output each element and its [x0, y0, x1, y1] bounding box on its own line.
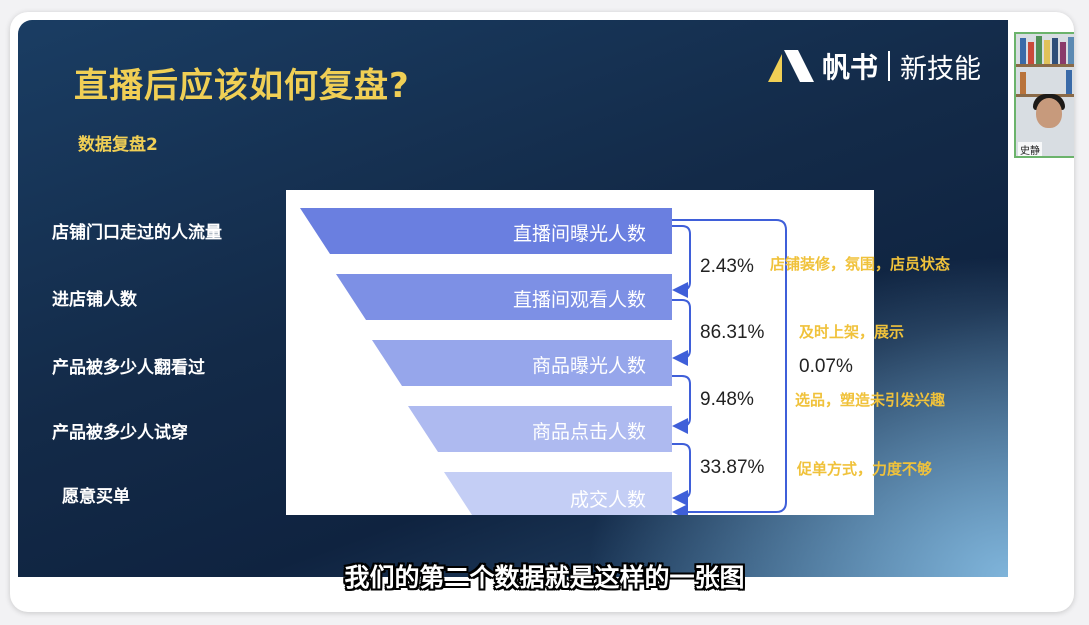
brand-name: 帆书: [822, 51, 879, 84]
conversion-rate: 2.43%: [700, 256, 754, 277]
funnel-stage-3: [372, 340, 672, 386]
conversion-arrow: [672, 225, 691, 298]
funnel-stage-2: [336, 274, 672, 320]
left-label: 产品被多少人翻看过: [52, 358, 205, 378]
annotation: 促单方式，力度不够: [797, 460, 933, 478]
annotation: 店铺装修，氛围，店员状态: [770, 255, 951, 273]
slide-subtitle: 数据复盘2: [78, 135, 158, 155]
conversion-arrow: [672, 375, 691, 434]
funnel-panel: 直播间曝光人数 直播间观看人数 商品曝光人数 商品点击人数 成交人数: [286, 190, 874, 515]
slide-title: 直播后应该如何复盘?: [74, 66, 410, 106]
overall-conversion-rate: 0.07%: [799, 356, 853, 377]
fanshu-logo-icon: [768, 50, 814, 82]
screen-frame: 直播后应该如何复盘? 数据复盘2 帆书 新技能 店铺门口走过的人流量 进店铺人数…: [10, 12, 1074, 612]
presentation-slide: 直播后应该如何复盘? 数据复盘2 帆书 新技能 店铺门口走过的人流量 进店铺人数…: [18, 20, 1008, 577]
left-label: 愿意买单: [62, 487, 130, 507]
annotation: 选品，塑造未引发兴趣: [795, 391, 946, 409]
brand-divider: [888, 51, 891, 81]
funnel-stage-label: 直播间曝光人数: [513, 223, 646, 245]
funnel-stage-label: 直播间观看人数: [513, 289, 646, 311]
funnel-stage-label: 商品点击人数: [532, 421, 646, 443]
conversion-rate: 33.87%: [700, 457, 765, 478]
annotation: 及时上架，展示: [799, 323, 905, 341]
funnel-stage-1: [300, 208, 672, 254]
funnel-stage-label: 成交人数: [570, 489, 646, 511]
brand-logo: 帆书 新技能: [768, 46, 981, 86]
brand-subtitle: 新技能: [900, 53, 982, 85]
participant-avatar: [1036, 98, 1062, 128]
conversion-rate: 9.48%: [700, 389, 754, 410]
left-label: 店铺门口走过的人流量: [52, 223, 222, 243]
subtitle-caption: 我们的第二个数据就是这样的一张图: [344, 563, 745, 592]
left-label: 产品被多少人试穿: [52, 423, 188, 443]
overall-conversion-arrow: [672, 219, 787, 515]
conversion-arrow: [672, 443, 691, 506]
participant-video-thumbnail[interactable]: 史静: [1014, 32, 1074, 158]
funnel-diagram: 直播间曝光人数 直播间观看人数 商品曝光人数 商品点击人数 成交人数: [300, 208, 787, 515]
participant-name: 史静: [1018, 142, 1042, 156]
funnel-stage-4: [408, 406, 672, 452]
left-label: 进店铺人数: [52, 290, 137, 310]
funnel-stage-label: 商品曝光人数: [532, 355, 646, 377]
funnel-stage-5: [444, 472, 672, 515]
conversion-arrow: [672, 299, 691, 366]
conversion-rate: 86.31%: [700, 322, 765, 343]
